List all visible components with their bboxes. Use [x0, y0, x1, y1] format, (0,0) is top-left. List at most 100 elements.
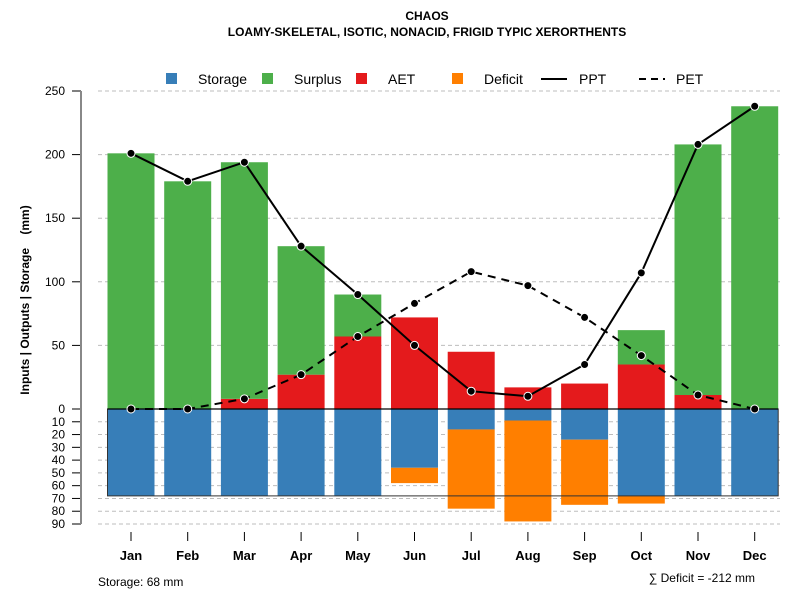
- x-tick-label: Nov: [686, 548, 711, 563]
- ppt-line: [130, 105, 756, 398]
- y-tick-label: 90: [52, 517, 66, 531]
- ppt-point: [296, 241, 306, 251]
- legend-label-pet: PET: [676, 71, 704, 87]
- bar-storage: [504, 409, 552, 421]
- y-tick-label: 250: [45, 84, 65, 98]
- ppt-point: [636, 268, 646, 278]
- pet-point: [466, 267, 476, 277]
- y-tick-label: 70: [52, 491, 66, 505]
- bar-surplus: [674, 144, 722, 396]
- y-tick-label: 100: [45, 275, 65, 289]
- x-tick-label: May: [345, 548, 371, 563]
- bar-storage: [391, 409, 438, 468]
- pet-point: [353, 331, 363, 341]
- y-tick-label: 20: [52, 428, 66, 442]
- bar-deficit: [561, 439, 609, 505]
- ppt-point: [410, 340, 419, 350]
- pet-point: [636, 351, 646, 361]
- legend-swatch-storage: [166, 73, 177, 84]
- x-tick-label: Jul: [462, 548, 481, 563]
- legend-label-surplus: Surplus: [294, 71, 341, 87]
- y-tick-label: 30: [52, 440, 66, 454]
- y-tick-label: 80: [52, 504, 66, 518]
- legend-swatch-surplus: [262, 73, 273, 84]
- legend-label-ppt: PPT: [579, 71, 607, 87]
- bar-storage: [447, 409, 495, 430]
- pet-line: [131, 270, 755, 410]
- x-tick-label: Aug: [515, 548, 540, 563]
- bar-aet: [334, 336, 382, 409]
- legend-swatch-aet: [356, 73, 367, 84]
- bar-storage: [220, 409, 268, 496]
- bar-surplus: [731, 106, 779, 409]
- bar-deficit: [504, 420, 552, 522]
- bar-surplus: [334, 294, 382, 337]
- ppt-point: [693, 139, 703, 149]
- bar-surplus: [107, 153, 155, 409]
- bar-aet: [220, 398, 268, 409]
- y-tick-label: 50: [52, 466, 66, 480]
- bar-storage: [277, 409, 325, 496]
- ppt-point: [750, 101, 760, 111]
- lines: [126, 101, 760, 414]
- legend: Storage Surplus AET Deficit PPT PET: [166, 71, 704, 87]
- ppt-point: [466, 386, 476, 396]
- y-axis-label: Inputs | Outputs | Storage (mm): [18, 205, 32, 394]
- pet-point: [410, 298, 419, 308]
- bar-deficit: [391, 467, 438, 484]
- x-tick-label: Apr: [290, 548, 312, 563]
- pet-point: [239, 394, 249, 404]
- ppt-point: [183, 176, 193, 186]
- x-tick-label: Mar: [233, 548, 256, 563]
- y-tick-label: 60: [52, 479, 66, 493]
- legend-swatch-deficit: [452, 73, 463, 84]
- ppt-point: [126, 148, 136, 158]
- chart-subtitle: LOAMY-SKELETAL, ISOTIC, NONACID, FRIGID …: [228, 25, 626, 39]
- bar-surplus: [164, 181, 212, 409]
- ppt-point: [239, 157, 249, 167]
- bar-surplus: [277, 246, 325, 375]
- pet-point: [580, 312, 590, 322]
- x-tick-label: Feb: [176, 548, 199, 563]
- bar-storage: [164, 409, 212, 496]
- pet-point: [183, 404, 193, 414]
- x-tick-label: Oct: [630, 548, 652, 563]
- gridlines: [98, 90, 780, 525]
- bar-deficit: [617, 495, 665, 504]
- bar-deficit: [447, 429, 495, 509]
- bar-storage: [731, 409, 779, 496]
- ppt-point: [523, 391, 533, 401]
- ppt-point: [580, 359, 590, 369]
- y-tick-label: 0: [58, 402, 65, 416]
- bar-aet: [617, 364, 665, 409]
- pet-point: [693, 390, 703, 400]
- chart-title: CHAOS: [405, 9, 448, 23]
- bar-storage: [107, 409, 155, 496]
- pet-point: [523, 281, 533, 291]
- legend-label-aet: AET: [388, 71, 416, 87]
- y-tick-label: 50: [52, 338, 66, 352]
- x-tick-label: Jan: [120, 548, 142, 563]
- storage-annotation: Storage: 68 mm: [98, 575, 183, 589]
- bar-aet: [277, 374, 325, 409]
- y-tick-label: 200: [45, 148, 65, 162]
- legend-label-deficit: Deficit: [484, 71, 523, 87]
- deficit-annotation: ∑ Deficit = -212 mm: [649, 571, 755, 585]
- pet-point: [750, 404, 760, 414]
- bar-storage: [617, 409, 665, 496]
- x-tick-label: Jun: [403, 548, 426, 563]
- bar-storage: [561, 409, 609, 440]
- bars: [107, 106, 779, 522]
- bar-storage: [674, 409, 722, 496]
- x-axis: Jan Feb Mar Apr May Jun Jul Aug Sep Oct Nov Dec: [120, 532, 767, 563]
- bar-storage: [334, 409, 382, 496]
- x-tick-label: Sep: [573, 548, 597, 563]
- bar-aet: [447, 351, 495, 409]
- pet-point: [126, 404, 136, 414]
- y-tick-label: 150: [45, 211, 65, 225]
- y-tick-label: 10: [52, 415, 66, 429]
- bar-surplus: [220, 162, 268, 399]
- bar-aet: [561, 383, 609, 409]
